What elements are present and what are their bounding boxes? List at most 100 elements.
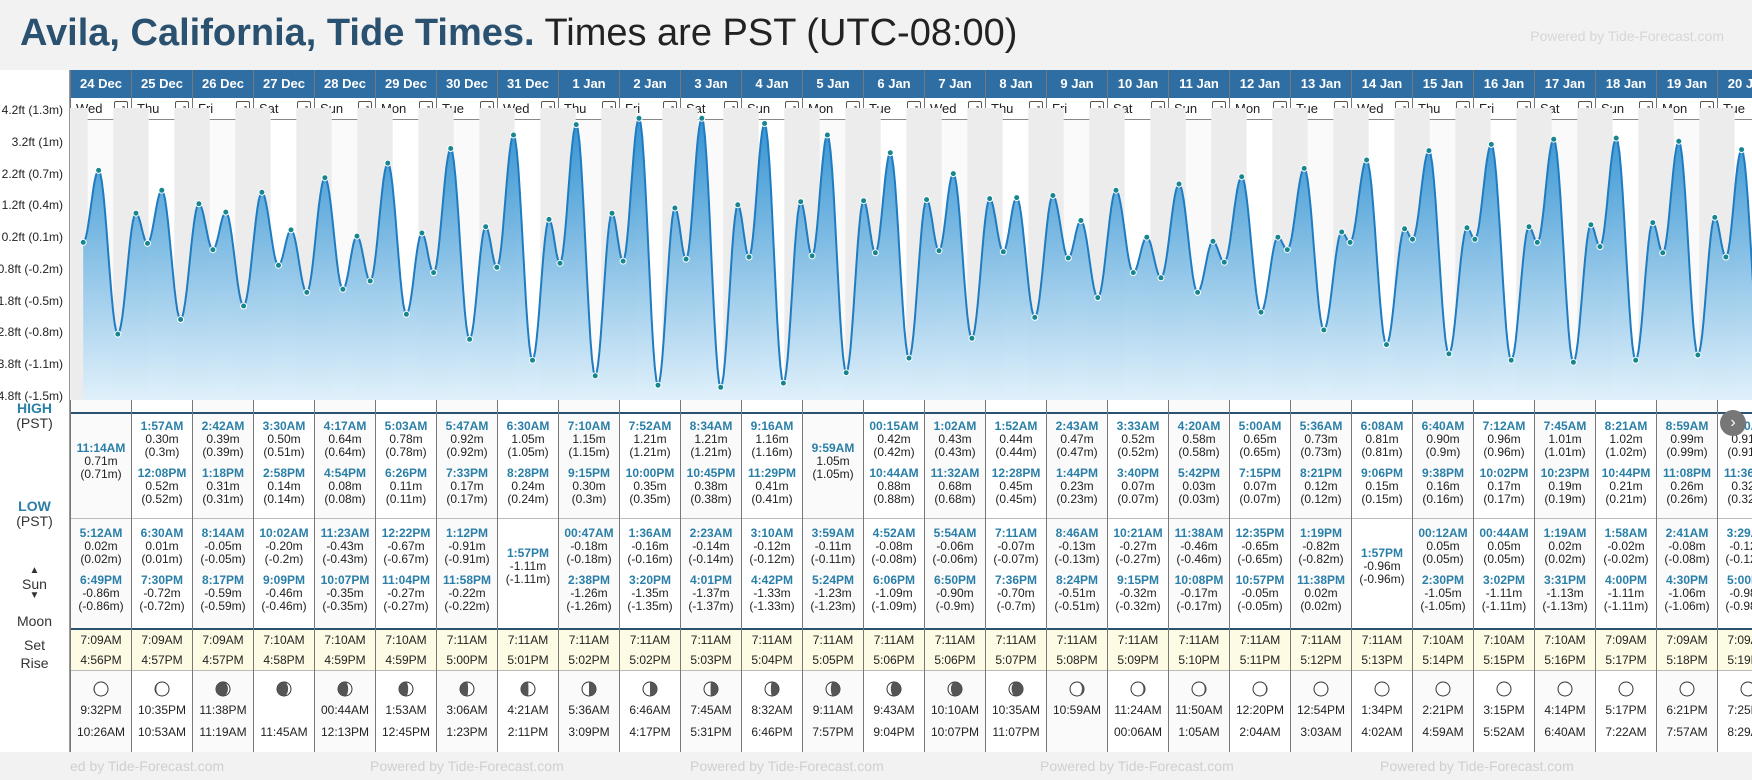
expand-icon[interactable]: ⤢ <box>1395 101 1409 115</box>
sun-cell: 7:10AM 4:59PM <box>376 628 436 670</box>
low-tide-event: 9:09PM -0.46m (-0.46m) <box>254 574 314 613</box>
high-height: 0.17m <box>450 479 484 493</box>
high-height-alt: (0.73m) <box>1300 445 1342 459</box>
low-height: -0.32m <box>1119 586 1157 600</box>
high-time: 8:34AM <box>689 419 733 433</box>
expand-icon[interactable]: ⤢ <box>968 101 982 115</box>
expand-icon[interactable]: ⤢ <box>236 101 250 115</box>
expand-icon[interactable]: ⤢ <box>663 101 677 115</box>
expand-icon[interactable]: ⤢ <box>541 101 555 115</box>
day-column: 13 Jan Tue ⤢ 5:36AM 0.73m (0.73m) 8:21PM 0.12m(… <box>1290 70 1351 752</box>
low-height-alt: (-0.05m) <box>200 552 246 566</box>
high-tide-event: 4:20AM 0.58m (0.58m) <box>1169 420 1229 459</box>
expand-icon[interactable]: ⤢ <box>1029 101 1043 115</box>
expand-icon[interactable]: ⤢ <box>358 101 372 115</box>
moonrise-time: 7:22AM <box>1605 725 1647 739</box>
expand-icon[interactable]: ⤢ <box>1090 101 1104 115</box>
sun-cell: 7:11AM 5:12PM <box>1291 628 1351 670</box>
sunset-time: 5:05PM <box>812 653 854 667</box>
low-tide-event: 00:44AM 0.05m (0.05m) <box>1474 527 1534 566</box>
high-time: 6:40AM <box>1421 419 1465 433</box>
moon-cell: 7:45AM 5:31PM <box>681 670 741 752</box>
expand-icon[interactable]: ⤢ <box>724 101 738 115</box>
low-tide-event: 3:10AM -0.12m (-0.12m) <box>742 527 802 566</box>
high-tide-cell: 2:43AM 0.47m (0.47m) 1:44PM 0.23m (0.23m) <box>1047 412 1107 518</box>
scroll-right-icon[interactable]: › <box>1720 410 1746 436</box>
high-height-alt: (0.45m) <box>995 492 1037 506</box>
expand-icon[interactable]: ⤢ <box>785 101 799 115</box>
sun-cell: 7:11AM 5:07PM <box>986 628 1046 670</box>
low-tide-event: 2:23AM -0.14m (-0.14m) <box>681 527 741 566</box>
expand-icon[interactable]: ⤢ <box>1517 101 1531 115</box>
high-time: 3:33AM <box>1116 419 1160 433</box>
low-time: 3:20PM <box>628 573 672 587</box>
day-column: 24 Dec Wed ⤢ 11:14AM 0.71m (0.71m) 5:12AM 0.02m… <box>70 70 131 752</box>
expand-icon[interactable]: ⤢ <box>1639 101 1653 115</box>
low-time: 4:30PM <box>1665 573 1709 587</box>
high-height: 0.50m <box>267 432 301 446</box>
page-title: Avila, California, Tide Times. Times are… <box>20 12 1017 55</box>
expand-icon[interactable]: ⤢ <box>602 101 616 115</box>
low-height-alt: (-0.32m) <box>1115 599 1161 613</box>
low-height: -0.12m <box>753 539 791 553</box>
moon-cell: 10:10AM 10:07PM <box>925 670 985 752</box>
expand-icon[interactable]: ⤢ <box>1212 101 1226 115</box>
high-tide-cell: 4:17AM 0.64m (0.64m) 4:54PM 0.08m (0.08m) <box>315 412 375 518</box>
day-column: 11 Jan Sun ⤢ 4:20AM 0.58m (0.58m) 5:42PM 0.03m(… <box>1168 70 1229 752</box>
sunrise-time: 7:10AM <box>385 633 427 647</box>
day-column: 2 Jan Fri ⤢ 7:52AM 1.21m (1.21m) 10:00PM 0.35m(… <box>619 70 680 752</box>
high-tide-event: 5:42PM 0.03m (0.03m) <box>1169 467 1229 506</box>
high-height-alt: (0.17m) <box>1483 492 1525 506</box>
weekday-row: Sun ⤢ <box>315 98 375 120</box>
moon-phase-icon <box>1313 681 1329 697</box>
sunset-time: 5:18PM <box>1666 653 1708 667</box>
moonrise-time: 7:57AM <box>1666 725 1708 739</box>
high-height-alt: (0.64m) <box>324 445 366 459</box>
expand-icon[interactable]: ⤢ <box>114 101 128 115</box>
high-height-alt: (1.01m) <box>1544 445 1586 459</box>
expand-icon[interactable]: ⤢ <box>419 101 433 115</box>
y-axis: 4.2ft (1.3m) 3.2ft (1m) 2.2ft (0.7m) 1.2ft … <box>0 103 70 403</box>
expand-icon[interactable]: ⤢ <box>907 101 921 115</box>
expand-icon[interactable]: ⤢ <box>1456 101 1470 115</box>
moonset-time: 6:46AM <box>629 703 671 717</box>
high-height: 0.92m <box>450 432 484 446</box>
header-bar: Avila, California, Tide Times. Times are… <box>0 0 1752 70</box>
high-height-alt: (0.32m) <box>1727 492 1752 506</box>
expand-icon[interactable]: ⤢ <box>846 101 860 115</box>
weekday-label: Mon <box>808 101 834 116</box>
sunset-time: 5:02PM <box>568 653 610 667</box>
high-tide-event: 7:12AM 0.96m (0.96m) <box>1474 420 1534 459</box>
moonset-time: 3:06AM <box>446 703 488 717</box>
expand-icon[interactable]: ⤢ <box>1578 101 1592 115</box>
expand-icon[interactable]: ⤢ <box>1273 101 1287 115</box>
expand-icon[interactable]: ⤢ <box>297 101 311 115</box>
low-tide-event: 1:19PM -0.82m (-0.82m) <box>1291 527 1351 566</box>
high-tide-cell: 11:14AM 0.71m (0.71m) <box>71 412 131 518</box>
low-height-alt: (-0.43m) <box>322 552 368 566</box>
low-time: 5:24PM <box>811 573 855 587</box>
moonset-time: 10:10AM <box>930 703 980 717</box>
low-tide-event: 8:14AM -0.05m (-0.05m) <box>193 527 253 566</box>
moon-phase-icon <box>1557 681 1573 697</box>
high-time: 1:57AM <box>140 419 184 433</box>
low-tide-cell: 12:35PM -0.65m (-0.65m) 10:57PM -0.05m (-0.05… <box>1230 518 1290 626</box>
high-height: 0.99m <box>1670 432 1704 446</box>
low-tide-event: 11:23AM -0.43m (-0.43m) <box>315 527 375 566</box>
sunset-time: 5:14PM <box>1422 653 1464 667</box>
expand-icon[interactable]: ⤢ <box>175 101 189 115</box>
high-tide-cell: 7:45AM 1.01m (1.01m) 10:23PM 0.19m (0.19m) <box>1535 412 1595 518</box>
low-height: -0.91m <box>448 539 486 553</box>
sun-cell: 7:11AM 5:01PM <box>498 628 558 670</box>
expand-icon[interactable]: ⤢ <box>1700 101 1714 115</box>
date-header: 12 Jan <box>1230 70 1290 98</box>
weekday-label: Fri <box>198 101 214 116</box>
expand-icon[interactable]: ⤢ <box>480 101 494 115</box>
expand-icon[interactable]: ⤢ <box>1334 101 1348 115</box>
weekday-row: Thu ⤢ <box>986 98 1046 120</box>
expand-icon[interactable]: ⤢ <box>1151 101 1165 115</box>
moonrise-time: 4:02AM <box>1361 725 1403 739</box>
high-tide-event: 1:18PM 0.31m (0.31m) <box>193 467 253 506</box>
low-time: 1:19PM <box>1299 526 1343 540</box>
high-height-alt: (0.08m) <box>324 492 366 506</box>
